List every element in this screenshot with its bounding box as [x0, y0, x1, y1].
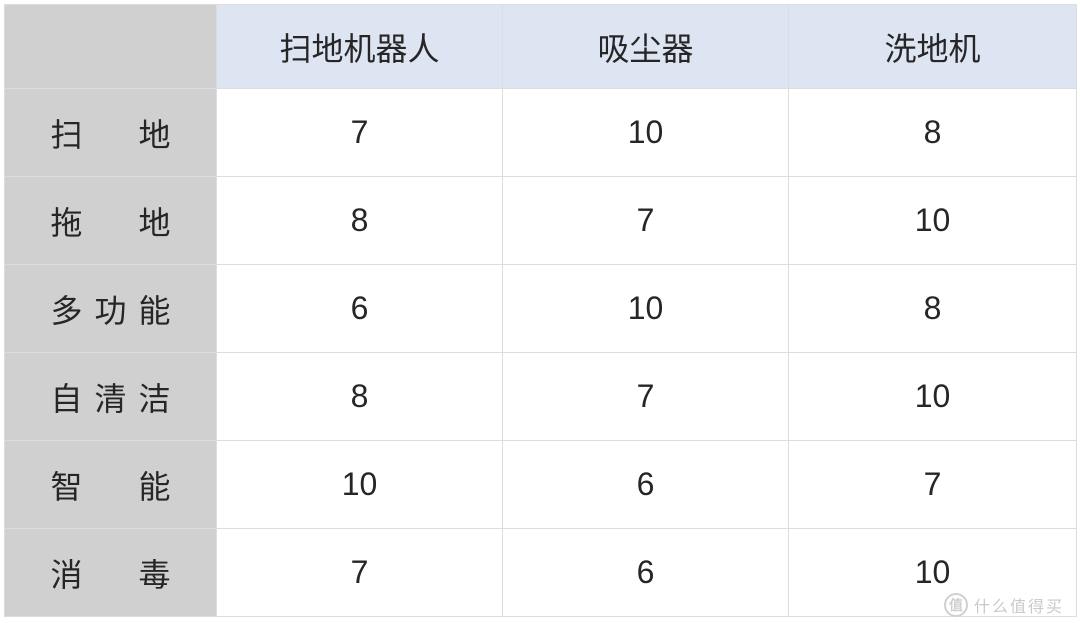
col-header: 吸尘器 [503, 5, 789, 89]
table-cell: 8 [217, 353, 503, 441]
table-cell: 6 [503, 441, 789, 529]
table-cell: 6 [503, 529, 789, 617]
table-cell: 7 [503, 353, 789, 441]
table-corner-cell [5, 5, 217, 89]
row-header: 消 毒 [5, 529, 217, 617]
row-header: 自清洁 [5, 353, 217, 441]
table-cell: 6 [217, 265, 503, 353]
row-header: 多功能 [5, 265, 217, 353]
table-cell: 10 [789, 353, 1077, 441]
table-row: 多功能 6 10 8 [5, 265, 1077, 353]
table-row: 拖 地 8 7 10 [5, 177, 1077, 265]
table-row: 自清洁 8 7 10 [5, 353, 1077, 441]
col-header: 扫地机器人 [217, 5, 503, 89]
table-cell: 8 [789, 89, 1077, 177]
table-row: 消 毒 7 6 10 [5, 529, 1077, 617]
table-cell: 10 [503, 89, 789, 177]
table-cell: 7 [503, 177, 789, 265]
table-container: 扫地机器人 吸尘器 洗地机 扫 地 7 10 8 拖 地 8 7 10 多功能 … [0, 0, 1080, 623]
table-cell: 7 [217, 529, 503, 617]
table-cell: 10 [503, 265, 789, 353]
table-cell: 7 [217, 89, 503, 177]
col-header: 洗地机 [789, 5, 1077, 89]
table-row: 智 能 10 6 7 [5, 441, 1077, 529]
table-cell: 7 [789, 441, 1077, 529]
table-cell: 10 [789, 177, 1077, 265]
row-header: 拖 地 [5, 177, 217, 265]
row-header: 智 能 [5, 441, 217, 529]
table-cell: 10 [789, 529, 1077, 617]
row-header: 扫 地 [5, 89, 217, 177]
table-cell: 8 [789, 265, 1077, 353]
table-header-row: 扫地机器人 吸尘器 洗地机 [5, 5, 1077, 89]
table-cell: 8 [217, 177, 503, 265]
table-cell: 10 [217, 441, 503, 529]
comparison-table: 扫地机器人 吸尘器 洗地机 扫 地 7 10 8 拖 地 8 7 10 多功能 … [4, 4, 1077, 617]
table-row: 扫 地 7 10 8 [5, 89, 1077, 177]
